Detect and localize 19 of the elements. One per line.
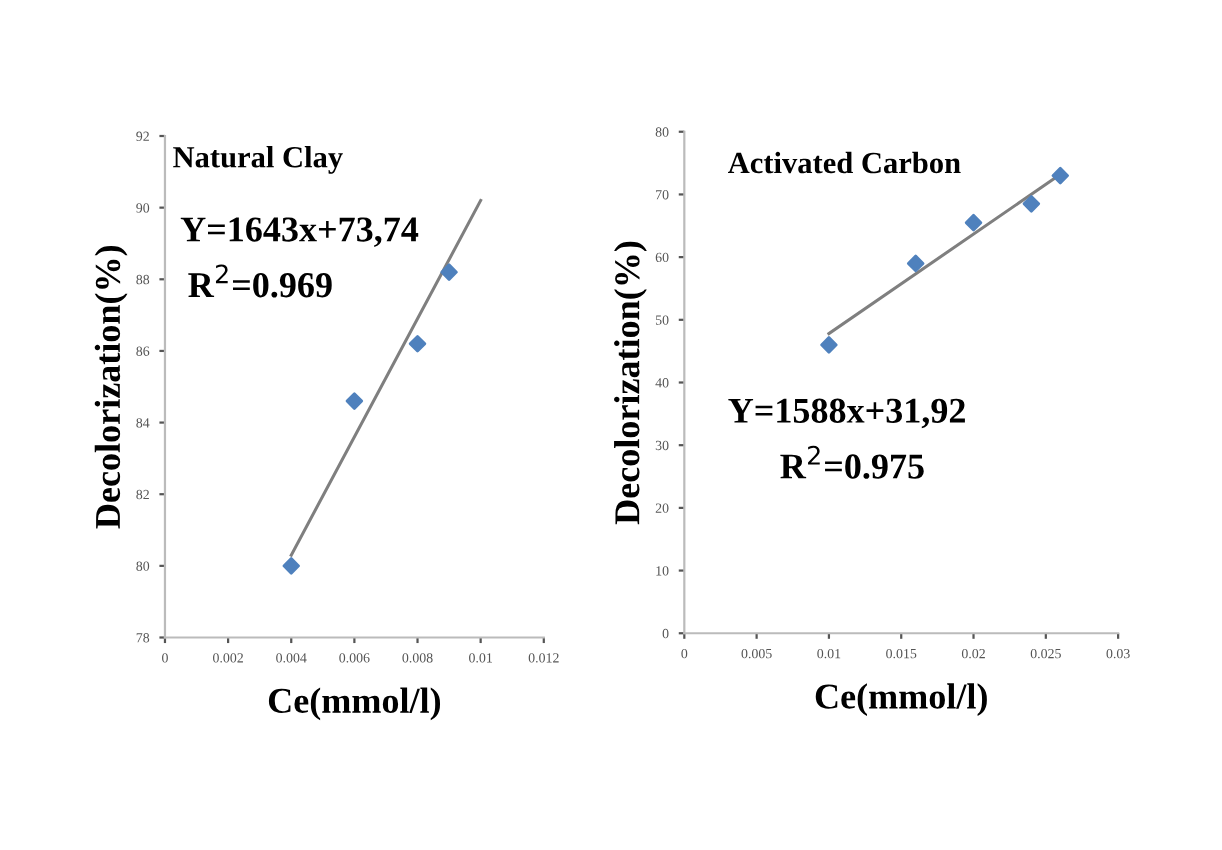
y-axis-title: Decolorization(%) [94,245,128,529]
annotation: R$^{2}$=0.969 [188,264,332,298]
annotation: Y=1643x+73,74 [180,217,419,247]
point [1022,195,1041,213]
chart-title: Natural Clay [173,146,343,174]
point [1051,166,1070,185]
point [440,263,458,281]
text: Activated Carbon [728,151,961,174]
point [820,336,838,354]
y-axis-title: Decolorization(%) [614,241,647,525]
point [345,392,364,410]
annotation: Y=1588x+31,92 [728,398,965,429]
annotation: R$^{2}$=0.975 [780,445,924,479]
x-axis-title: Ce(mmol/l) [815,683,987,717]
point [964,213,983,232]
point [906,254,925,273]
point [282,557,300,575]
x-axis-title: Ce(mmol/l) [268,687,441,721]
point [408,335,427,353]
